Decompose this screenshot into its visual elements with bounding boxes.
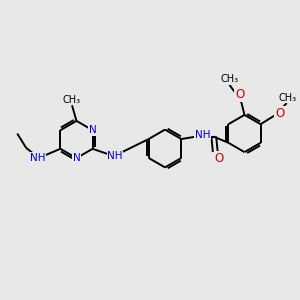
- Text: O: O: [214, 152, 224, 165]
- Text: CH₃: CH₃: [220, 74, 238, 85]
- Text: NH: NH: [107, 151, 123, 161]
- Text: CH₃: CH₃: [63, 95, 81, 105]
- Text: NH: NH: [195, 130, 210, 140]
- Text: N: N: [73, 153, 80, 163]
- Text: NH: NH: [30, 153, 46, 163]
- Text: O: O: [275, 107, 284, 120]
- Text: O: O: [235, 88, 244, 101]
- Text: CH₃: CH₃: [278, 93, 296, 103]
- Text: N: N: [89, 125, 97, 135]
